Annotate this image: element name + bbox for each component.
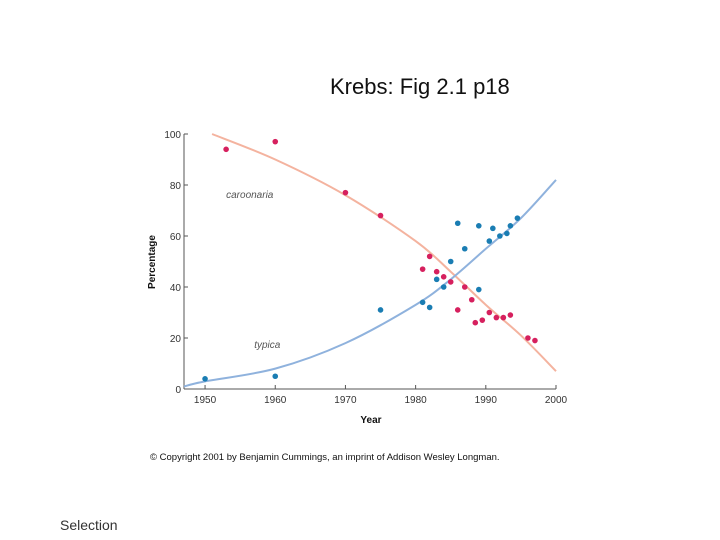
typica-point xyxy=(426,304,433,311)
typica-trend-line xyxy=(183,179,557,388)
typica-point xyxy=(377,307,384,313)
trend-curves xyxy=(183,133,557,388)
y-tick-label: 40 xyxy=(170,283,182,294)
carbonaria-point xyxy=(454,307,461,313)
typica-point xyxy=(475,286,482,293)
chart-ticks: 0 20 40 60 80 100 1950 1960 1970 1980 1990 2000 xyxy=(164,130,567,406)
carbonaria-point xyxy=(472,319,479,326)
x-tick-label: 1980 xyxy=(404,395,427,406)
x-tick-label: 1990 xyxy=(475,395,498,406)
typica-curve-label: typica xyxy=(254,340,281,351)
carbonaria-point xyxy=(486,309,493,316)
carbonaria-point xyxy=(507,312,514,318)
carbonaria-point xyxy=(342,189,349,196)
data-points xyxy=(202,138,538,382)
carbonaria-point xyxy=(525,335,531,341)
typica-point xyxy=(433,276,440,283)
carbonaria-point xyxy=(479,317,486,323)
typica-point xyxy=(454,220,461,227)
carbonaria-point xyxy=(500,314,507,321)
carbonaria-point xyxy=(223,146,229,153)
carbonaria-point xyxy=(447,279,454,285)
typica-point xyxy=(514,215,521,221)
carbonaria-point xyxy=(377,212,384,219)
y-tick-label: 100 xyxy=(164,130,181,141)
y-tick-label: 60 xyxy=(170,232,182,243)
carbonaria-point xyxy=(419,266,426,272)
x-tick-label: 2000 xyxy=(545,395,568,406)
carbonaria-curve-label: caroonaria xyxy=(226,190,274,201)
y-tick-label: 0 xyxy=(175,385,181,396)
carbonaria-point xyxy=(440,274,447,280)
slide-title: Krebs: Fig 2.1 p18 xyxy=(330,74,510,99)
typica-point xyxy=(419,299,426,306)
y-tick-label: 20 xyxy=(170,334,182,345)
carbonaria-trend-line xyxy=(211,133,557,372)
typica-point xyxy=(497,233,503,239)
typica-point xyxy=(507,223,514,229)
x-tick-label: 1970 xyxy=(334,395,357,406)
x-tick-label: 1950 xyxy=(194,395,217,406)
typica-point xyxy=(447,258,454,265)
carbonaria-point xyxy=(461,284,468,290)
typica-point xyxy=(490,225,496,232)
typica-point xyxy=(272,373,279,380)
copyright-notice: © Copyright 2001 by Benjamin Cummings, a… xyxy=(150,452,500,463)
curve-labels: caroonaria typica xyxy=(226,190,281,351)
typica-point xyxy=(440,284,447,290)
carbonaria-point xyxy=(433,268,440,275)
carbonaria-point xyxy=(272,138,279,145)
footer-label: Selection xyxy=(60,517,118,533)
carbonaria-point xyxy=(532,337,538,344)
x-axis-title: Year xyxy=(360,415,381,426)
carbonaria-point xyxy=(493,314,500,321)
y-axis-title: Percentage xyxy=(147,235,158,289)
carbonaria-point xyxy=(468,296,475,303)
typica-point xyxy=(504,230,510,237)
x-tick-label: 1960 xyxy=(264,395,287,406)
chart-axes xyxy=(183,134,556,390)
typica-point xyxy=(486,238,493,244)
typica-point xyxy=(202,376,208,382)
typica-point xyxy=(461,245,468,252)
typica-point xyxy=(475,223,482,229)
y-tick-label: 80 xyxy=(170,181,182,192)
carbonaria-point xyxy=(426,253,433,260)
